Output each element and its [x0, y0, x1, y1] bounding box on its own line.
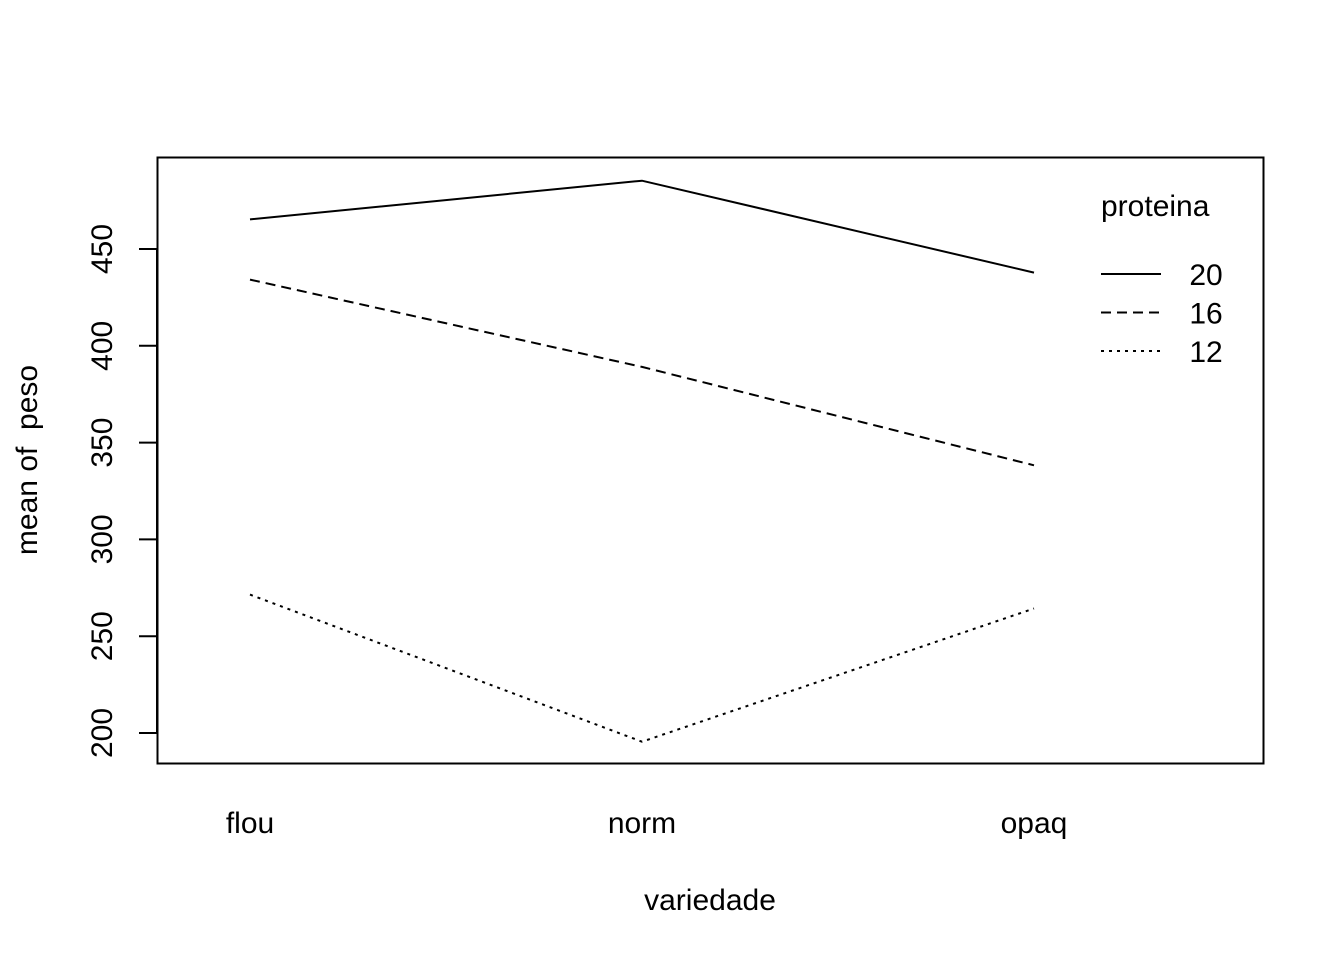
legend-label: 12 [1189, 336, 1222, 369]
series-line-16 [249, 278, 1035, 467]
x-tick-labels: flou norm opaq [226, 807, 1068, 840]
legend-label: 16 [1189, 298, 1222, 331]
series-line-20 [249, 179, 1035, 274]
y-tick-label: 350 [86, 418, 119, 468]
y-tick-label: 400 [86, 321, 119, 371]
x-axis-label: variedade [644, 884, 776, 917]
y-tick-label: 300 [86, 514, 119, 564]
x-tick-label: norm [608, 807, 676, 840]
series-line-12 [249, 593, 1035, 743]
y-tick-label: 450 [86, 224, 119, 274]
legend: proteina 20 16 12 [1101, 190, 1223, 369]
legend-title: proteina [1101, 190, 1210, 223]
series-lines [249, 179, 1035, 743]
y-tick-label: 250 [86, 611, 119, 661]
y-axis-label: mean of peso [11, 365, 44, 555]
y-axis: 200 250 300 350 400 450 [86, 224, 158, 758]
x-tick-label: opaq [1001, 807, 1068, 840]
y-tick-label: 200 [86, 708, 119, 758]
x-tick-label: flou [226, 807, 274, 840]
legend-label: 20 [1189, 259, 1222, 292]
plot-frame [156, 156, 1265, 765]
